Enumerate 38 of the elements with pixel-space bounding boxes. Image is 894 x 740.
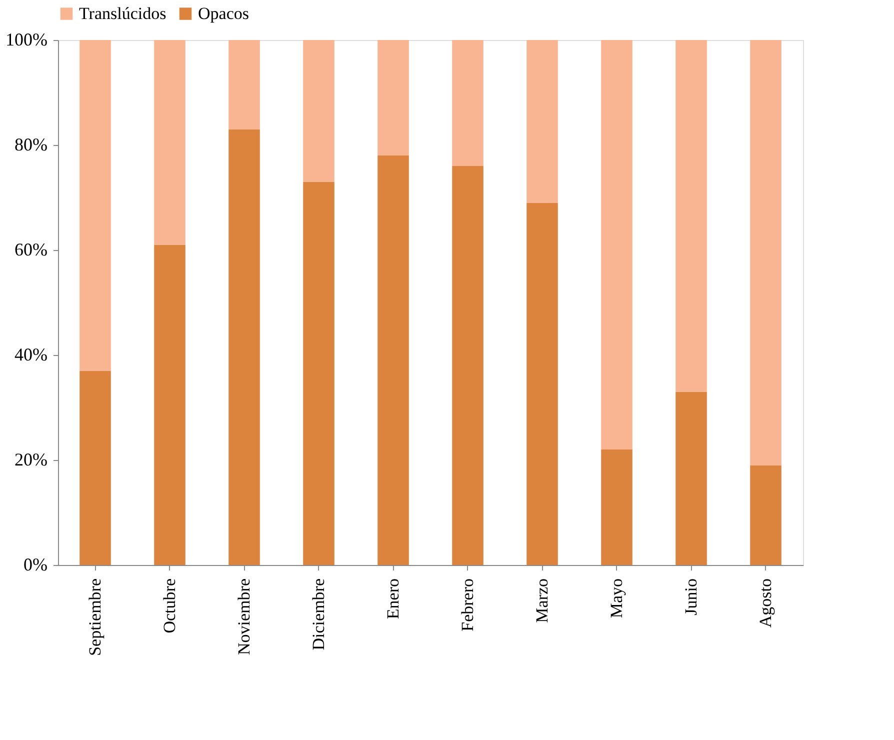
bar [750, 40, 782, 466]
x-tick-label: Marzo [532, 578, 552, 623]
x-tick-label: Diciembre [308, 578, 328, 650]
bar [378, 156, 409, 565]
legend-label: Opacos [198, 4, 249, 23]
x-tick-label: Enero [383, 578, 402, 620]
bar [452, 40, 484, 166]
bar [303, 182, 334, 565]
bar [750, 465, 782, 565]
x-tick-label: Junio [681, 578, 700, 616]
x-tick-label: Noviembre [234, 578, 254, 655]
y-tick-label: 40% [14, 344, 48, 364]
bar [676, 392, 707, 565]
x-tick-label: Agosto [756, 578, 775, 628]
y-tick-label: 0% [24, 554, 48, 574]
bar [228, 129, 260, 565]
bar [601, 450, 632, 565]
bar [601, 40, 632, 450]
bar [154, 40, 186, 245]
bar [228, 40, 260, 130]
legend-label: Translúcidos [79, 4, 166, 23]
x-tick-label: Mayo [606, 578, 626, 618]
bar [526, 202, 558, 565]
bar [378, 40, 409, 156]
y-tick-label: 80% [14, 134, 48, 154]
bar [154, 244, 186, 565]
bar [80, 40, 111, 371]
bar [452, 166, 484, 565]
bar [676, 40, 707, 392]
y-tick-label: 60% [14, 240, 48, 260]
bar [80, 370, 111, 565]
bar [526, 40, 558, 203]
x-tick-label: Febrero [458, 578, 477, 632]
y-tick-label: 100% [6, 30, 48, 50]
x-tick-label: Septiembre [85, 578, 104, 656]
y-tick-label: 20% [14, 450, 48, 470]
x-tick-label: Octubre [160, 578, 179, 634]
bar [303, 40, 334, 182]
